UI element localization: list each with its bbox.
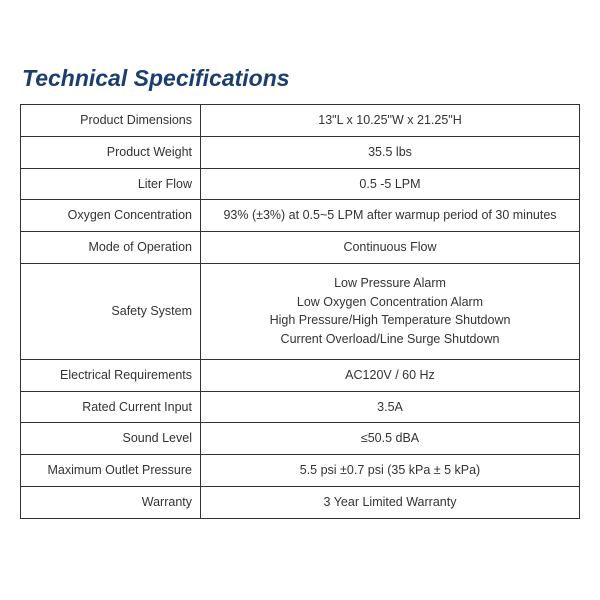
table-row: Product Weight35.5 lbs xyxy=(21,136,580,168)
table-row: Oxygen Concentration93% (±3%) at 0.5~5 L… xyxy=(21,200,580,232)
spec-value: ≤50.5 dBA xyxy=(201,423,580,455)
spec-value-line: Low Oxygen Concentration Alarm xyxy=(209,293,571,312)
spec-value: 3 Year Limited Warranty xyxy=(201,486,580,518)
spec-value: 35.5 lbs xyxy=(201,136,580,168)
spec-value: 13"L x 10.25"W x 21.25"H xyxy=(201,105,580,137)
spec-value-line: Low Pressure Alarm xyxy=(209,274,571,293)
spec-label: Mode of Operation xyxy=(21,232,201,264)
spec-label: Sound Level xyxy=(21,423,201,455)
table-row: Maximum Outlet Pressure5.5 psi ±0.7 psi … xyxy=(21,455,580,487)
table-row: Liter Flow0.5 -5 LPM xyxy=(21,168,580,200)
spec-value: 3.5A xyxy=(201,391,580,423)
table-row: Electrical RequirementsAC120V / 60 Hz xyxy=(21,359,580,391)
spec-value: Continuous Flow xyxy=(201,232,580,264)
spec-label: Rated Current Input xyxy=(21,391,201,423)
spec-value: AC120V / 60 Hz xyxy=(201,359,580,391)
spec-table-body: Product Dimensions13"L x 10.25"W x 21.25… xyxy=(21,105,580,519)
table-row: Warranty3 Year Limited Warranty xyxy=(21,486,580,518)
spec-label: Oxygen Concentration xyxy=(21,200,201,232)
spec-value: 0.5 -5 LPM xyxy=(201,168,580,200)
spec-label: Liter Flow xyxy=(21,168,201,200)
spec-value: Low Pressure AlarmLow Oxygen Concentrati… xyxy=(201,263,580,359)
table-row: Safety SystemLow Pressure AlarmLow Oxyge… xyxy=(21,263,580,359)
table-row: Sound Level≤50.5 dBA xyxy=(21,423,580,455)
spec-label: Product Dimensions xyxy=(21,105,201,137)
spec-value-line: Current Overload/Line Surge Shutdown xyxy=(209,330,571,349)
table-row: Rated Current Input3.5A xyxy=(21,391,580,423)
table-row: Mode of OperationContinuous Flow xyxy=(21,232,580,264)
spec-label: Maximum Outlet Pressure xyxy=(21,455,201,487)
spec-label: Electrical Requirements xyxy=(21,359,201,391)
spec-value: 93% (±3%) at 0.5~5 LPM after warmup peri… xyxy=(201,200,580,232)
spec-value-line: High Pressure/High Temperature Shutdown xyxy=(209,311,571,330)
spec-label: Safety System xyxy=(21,263,201,359)
page-title: Technical Specifications xyxy=(22,65,580,92)
spec-label: Product Weight xyxy=(21,136,201,168)
spec-table: Product Dimensions13"L x 10.25"W x 21.25… xyxy=(20,104,580,519)
spec-value: 5.5 psi ±0.7 psi (35 kPa ± 5 kPa) xyxy=(201,455,580,487)
table-row: Product Dimensions13"L x 10.25"W x 21.25… xyxy=(21,105,580,137)
spec-label: Warranty xyxy=(21,486,201,518)
